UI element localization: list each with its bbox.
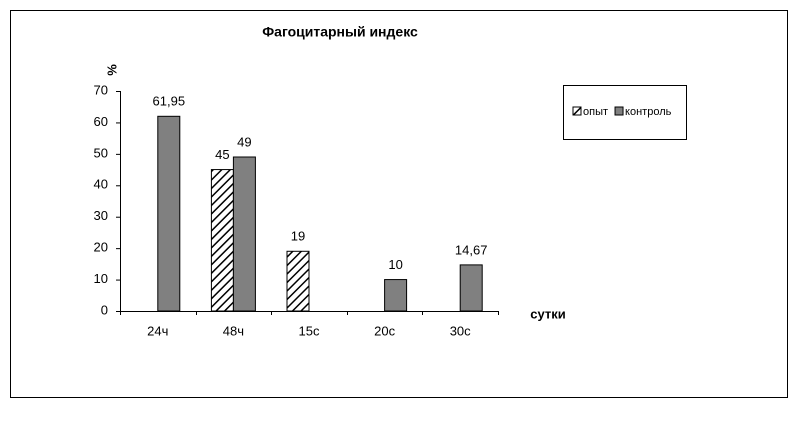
x-tick-label: 30с xyxy=(450,323,471,338)
legend-swatch xyxy=(572,106,582,116)
y-axis-label: % xyxy=(104,64,119,76)
legend-label: опыт xyxy=(583,106,608,118)
x-tick-label: 20с xyxy=(374,323,395,338)
y-tick-label: 0 xyxy=(101,302,108,317)
y-tick-label: 50 xyxy=(94,145,108,160)
chart-frame xyxy=(10,10,788,398)
value-label: 19 xyxy=(291,229,305,244)
bar xyxy=(286,250,310,312)
value-label: 14,67 xyxy=(455,242,488,257)
y-tick-label: 30 xyxy=(94,208,108,223)
y-tick-label: 60 xyxy=(94,114,108,129)
y-tick-label: 20 xyxy=(94,240,108,255)
legend-label: контроль xyxy=(625,106,672,118)
bar xyxy=(459,264,483,312)
x-tick-label: 48ч xyxy=(223,323,244,338)
x-axis-label: сутки xyxy=(530,306,565,321)
bar xyxy=(384,279,408,312)
bar xyxy=(157,115,181,312)
bar xyxy=(232,156,256,312)
value-label: 61,95 xyxy=(153,94,186,109)
bar xyxy=(210,169,234,312)
y-tick-label: 70 xyxy=(94,82,108,97)
value-label: 45 xyxy=(215,147,229,162)
chart-title: Фагоцитарный индекс xyxy=(262,24,418,40)
legend-box xyxy=(563,85,687,140)
x-tick-label: 15с xyxy=(299,323,320,338)
y-tick-label: 40 xyxy=(94,177,108,192)
legend-swatch xyxy=(614,106,624,116)
x-tick-label: 24ч xyxy=(147,323,168,338)
value-label: 10 xyxy=(388,257,402,272)
value-label: 49 xyxy=(237,134,251,149)
y-tick-label: 10 xyxy=(94,271,108,286)
